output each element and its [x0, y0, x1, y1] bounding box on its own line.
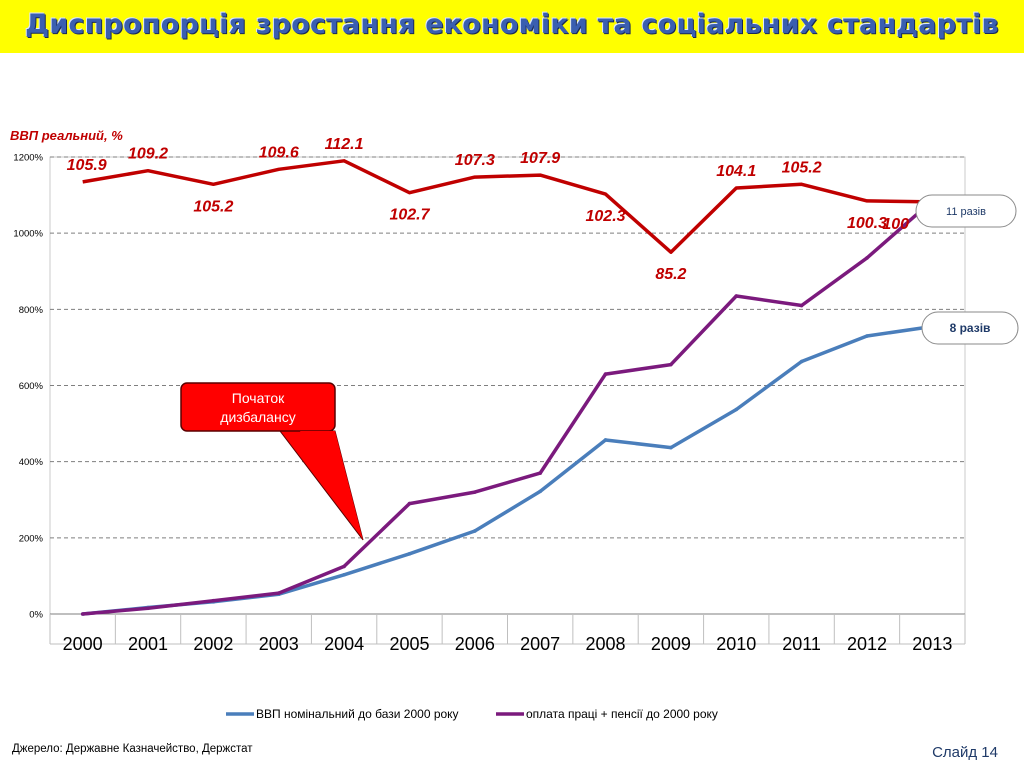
series-line-2 — [82, 199, 934, 616]
real-gdp-data-label: 102.7 — [389, 207, 430, 224]
series-point-2 — [473, 490, 477, 494]
series-point-2 — [734, 294, 739, 298]
series-point-1 — [603, 438, 608, 442]
legend-label-1: ВВП номінальний до бази 2000 року — [256, 707, 459, 721]
series-point-1 — [799, 359, 804, 364]
x-tick-label: 2005 — [389, 634, 429, 654]
y-tick-label: 400% — [19, 457, 44, 468]
series-point-2 — [603, 372, 608, 376]
real-gdp-data-label: 105.2 — [782, 159, 822, 176]
series-line-1 — [82, 324, 933, 616]
title-bar — [0, 0, 1024, 53]
real-gdp-data-label: 104.1 — [716, 163, 756, 180]
callout-box — [180, 382, 336, 432]
series-point-1 — [865, 334, 869, 338]
real-gdp-data-label: 107.3 — [455, 152, 495, 169]
series-point-1 — [669, 445, 673, 450]
series-point-2 — [799, 303, 804, 308]
x-tick-label: 2009 — [651, 634, 691, 654]
callout-text-line-1: Початок — [232, 390, 285, 406]
real-gdp-line — [82, 159, 933, 254]
callout-pointer-fill — [300, 431, 363, 540]
x-tick-label: 2000 — [63, 634, 103, 654]
y-tick-label: 800% — [19, 305, 44, 316]
ratio-badge-11x: 11 разів — [946, 206, 986, 218]
x-tick-label: 2012 — [847, 634, 887, 654]
real-gdp-data-label: 107.9 — [520, 150, 560, 167]
real-gdp-data-label: 109.6 — [259, 144, 299, 161]
y-tick-label: 1000% — [13, 229, 43, 240]
series-point-1 — [734, 407, 739, 412]
real-gdp-data-label: 100 — [882, 216, 909, 233]
series-point-2 — [342, 564, 346, 569]
real-gdp-data-label: 100.3 — [847, 215, 887, 232]
real-gdp-data-label: 102.3 — [586, 208, 626, 225]
series-point-2 — [211, 598, 216, 603]
x-tick-label: 2010 — [716, 634, 756, 654]
series-point-1 — [473, 529, 477, 533]
callout-text-line-2: дизбалансу — [220, 409, 295, 425]
series-point-2 — [276, 591, 281, 595]
x-tick-label: 2006 — [455, 634, 495, 654]
series-point-1 — [538, 489, 542, 494]
x-tick-label: 2011 — [782, 634, 821, 654]
x-tick-label: 2008 — [586, 634, 626, 654]
x-tick-label: 2001 — [128, 634, 168, 654]
series-point-2 — [538, 471, 542, 475]
y-tick-label: 1200% — [13, 153, 43, 164]
ratio-badge-8x: 8 разів — [950, 321, 991, 335]
real-gdp-axis-title: ВВП реальний, % — [10, 128, 123, 143]
slide-number: Слайд 14 — [932, 744, 998, 761]
page-title: Диспропорція зростання економіки та соці… — [25, 9, 999, 40]
legend-label-2: оплата праці + пенсії до 2000 року — [526, 707, 718, 721]
series-point-2 — [669, 362, 673, 367]
ratio-badge-11x-shape — [915, 194, 1017, 228]
source-note: Джерело: Державне Казначейство, Держстат — [12, 743, 253, 755]
real-gdp-data-label: 85.2 — [655, 266, 686, 283]
series-point-2 — [865, 256, 869, 260]
series-point-1 — [407, 552, 412, 556]
series-point-2 — [80, 612, 85, 616]
real-gdp-data-label: 109.2 — [128, 146, 168, 163]
real-gdp-data-label: 105.2 — [193, 198, 233, 215]
x-tick-label: 2004 — [324, 634, 364, 654]
x-tick-label: 2003 — [259, 634, 299, 654]
real-gdp-data-label: 105.9 — [67, 157, 107, 174]
ratio-badge-8x-shape — [921, 311, 1019, 345]
y-tick-label: 0% — [29, 610, 43, 621]
real-gdp-data-label: 112.1 — [325, 136, 364, 153]
x-tick-label: 2007 — [520, 634, 560, 654]
series-point-2 — [407, 501, 412, 506]
series-point-2 — [146, 606, 150, 611]
series-point-1 — [342, 572, 346, 577]
x-tick-label: 2002 — [193, 634, 233, 654]
y-tick-label: 200% — [19, 533, 44, 544]
x-tick-label: 2013 — [912, 634, 952, 654]
y-tick-label: 600% — [19, 381, 44, 392]
